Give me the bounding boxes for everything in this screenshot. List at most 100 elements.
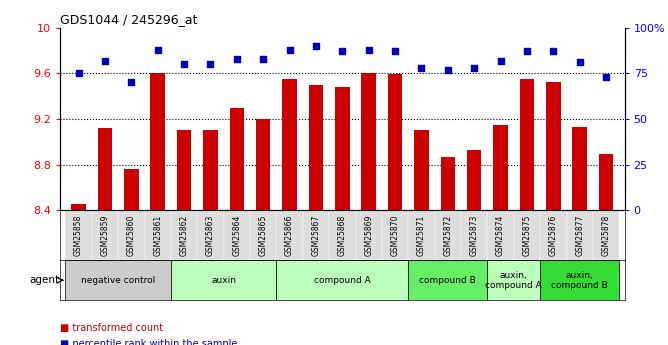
Bar	[224, 210, 250, 260]
Text: compound B: compound B	[420, 276, 476, 285]
Bar	[329, 210, 355, 260]
Bar	[540, 260, 619, 300]
Bar	[335, 87, 349, 210]
Text: ■ percentile rank within the sample: ■ percentile rank within the sample	[60, 339, 238, 345]
Bar	[414, 130, 429, 210]
Bar	[382, 210, 408, 260]
Point	[73, 70, 84, 76]
Point	[232, 56, 242, 61]
Bar	[599, 155, 613, 210]
Text: negative control: negative control	[81, 276, 155, 285]
Point	[416, 65, 427, 71]
Point	[100, 58, 110, 63]
Point	[363, 47, 374, 52]
Point	[389, 49, 400, 54]
Text: auxin: auxin	[211, 276, 236, 285]
Bar	[435, 210, 461, 260]
Bar	[203, 130, 218, 210]
Bar	[92, 210, 118, 260]
Bar	[355, 210, 382, 260]
Text: GSM25865: GSM25865	[259, 215, 268, 256]
Point	[601, 74, 611, 80]
Point	[337, 49, 348, 54]
Text: GSM25870: GSM25870	[391, 215, 399, 256]
Bar	[277, 210, 303, 260]
Point	[152, 47, 163, 52]
Point	[522, 49, 532, 54]
Point	[285, 47, 295, 52]
Text: GSM25866: GSM25866	[285, 215, 294, 256]
Text: GSM25859: GSM25859	[100, 215, 110, 256]
Bar	[124, 169, 138, 210]
Bar	[520, 79, 534, 210]
Text: GSM25869: GSM25869	[364, 215, 373, 256]
Bar	[488, 260, 540, 300]
Bar	[441, 157, 455, 210]
Bar	[118, 210, 144, 260]
Text: GSM25868: GSM25868	[338, 215, 347, 256]
Bar	[177, 130, 191, 210]
Bar	[303, 210, 329, 260]
Text: GSM25863: GSM25863	[206, 215, 215, 256]
Point	[469, 65, 480, 71]
Text: GSM25873: GSM25873	[470, 215, 479, 256]
Point	[258, 56, 269, 61]
Text: GSM25858: GSM25858	[74, 215, 83, 256]
Text: GSM25871: GSM25871	[417, 215, 426, 256]
Bar	[494, 125, 508, 210]
Bar	[408, 210, 435, 260]
Text: GSM25878: GSM25878	[602, 215, 611, 256]
Bar	[71, 204, 86, 210]
Text: GSM25877: GSM25877	[575, 215, 584, 256]
Bar	[250, 210, 277, 260]
Text: GSM25867: GSM25867	[311, 215, 321, 256]
Text: GSM25872: GSM25872	[444, 215, 452, 256]
Text: compound A: compound A	[314, 276, 371, 285]
Point	[126, 80, 137, 85]
Bar	[593, 210, 619, 260]
Bar	[65, 210, 92, 260]
Text: GSM25876: GSM25876	[549, 215, 558, 256]
Text: GSM25860: GSM25860	[127, 215, 136, 256]
Bar	[230, 108, 244, 210]
Bar	[256, 119, 271, 210]
Bar	[171, 210, 197, 260]
Text: GSM25862: GSM25862	[180, 215, 188, 256]
Bar	[283, 79, 297, 210]
Point	[179, 61, 190, 67]
Bar	[144, 210, 171, 260]
Bar	[566, 210, 593, 260]
Point	[311, 43, 321, 49]
Bar	[514, 210, 540, 260]
Text: auxin,
compound A: auxin, compound A	[486, 270, 542, 290]
Text: GSM25875: GSM25875	[522, 215, 532, 256]
Text: GSM25864: GSM25864	[232, 215, 241, 256]
Bar	[546, 82, 560, 210]
Bar	[361, 73, 376, 210]
Text: auxin,
compound B: auxin, compound B	[551, 270, 608, 290]
Point	[442, 67, 453, 72]
Bar	[150, 73, 165, 210]
Text: ■ transformed count: ■ transformed count	[60, 323, 163, 333]
Bar	[171, 260, 277, 300]
Bar	[467, 150, 482, 210]
Point	[574, 60, 585, 65]
Bar	[197, 210, 224, 260]
Bar	[309, 85, 323, 210]
Point	[205, 61, 216, 67]
Text: GSM25874: GSM25874	[496, 215, 505, 256]
Point	[548, 49, 558, 54]
Bar	[408, 260, 488, 300]
Point	[495, 58, 506, 63]
Bar	[277, 260, 408, 300]
Bar	[461, 210, 488, 260]
Bar	[572, 127, 587, 210]
Text: GDS1044 / 245296_at: GDS1044 / 245296_at	[60, 13, 198, 27]
Bar	[65, 260, 171, 300]
Text: GSM25861: GSM25861	[153, 215, 162, 256]
Bar	[388, 75, 402, 210]
Bar	[488, 210, 514, 260]
Bar	[540, 210, 566, 260]
Text: agent: agent	[29, 275, 59, 285]
Bar	[98, 128, 112, 210]
